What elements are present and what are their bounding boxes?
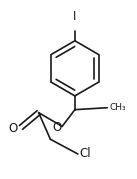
Text: I: I bbox=[73, 10, 77, 23]
Text: CH₃: CH₃ bbox=[109, 103, 126, 112]
Text: O: O bbox=[9, 122, 18, 135]
Text: Cl: Cl bbox=[80, 147, 91, 161]
Text: O: O bbox=[52, 121, 61, 134]
